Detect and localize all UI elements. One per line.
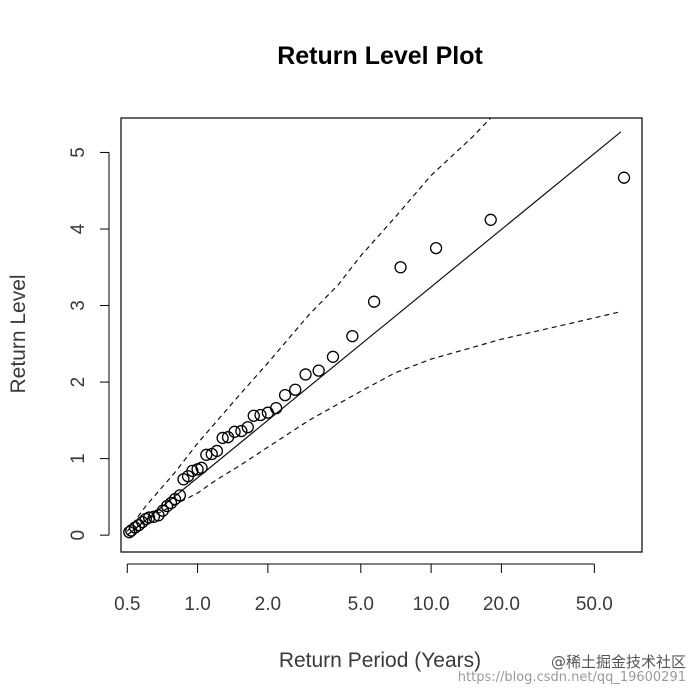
data-point <box>254 408 267 422</box>
y-tick-label: 4 <box>68 223 89 234</box>
data-point <box>200 448 213 461</box>
data-point <box>142 511 156 524</box>
chart-title: Return Level Plot <box>277 42 483 70</box>
data-point <box>210 444 224 458</box>
x-axis-label: Return Period (Years) <box>279 649 481 672</box>
lower-ci-line <box>126 311 622 536</box>
y-tick-label: 3 <box>68 300 89 311</box>
x-tick-label: 50.0 <box>576 594 613 615</box>
plot-frame <box>120 117 643 553</box>
data-point <box>228 425 241 438</box>
x-tick-label: 0.5 <box>114 594 140 615</box>
y-tick-label: 1 <box>68 453 89 464</box>
lines-layer <box>126 117 622 536</box>
data-point <box>484 213 497 226</box>
data-point <box>216 431 229 445</box>
x-tick-label: 2.0 <box>255 594 281 615</box>
fit-line <box>126 131 622 536</box>
data-point <box>326 350 340 363</box>
data-point <box>195 461 208 474</box>
data-point <box>156 504 169 517</box>
x-tick-label: 20.0 <box>483 594 520 615</box>
data-point <box>241 421 254 434</box>
data-point <box>346 329 359 343</box>
data-point <box>299 368 312 381</box>
data-point <box>235 424 248 438</box>
data-point <box>289 383 302 396</box>
data-point <box>312 364 325 377</box>
data-point <box>367 295 381 308</box>
data-point <box>136 516 149 529</box>
x-axis: 0.5 1.0 2.0 5.0 10.0 20.0 50.0 <box>114 563 613 615</box>
data-point <box>278 388 292 402</box>
x-tick-label: 10.0 <box>413 594 450 615</box>
data-point <box>394 261 407 274</box>
x-tick-label: 1.0 <box>184 594 210 615</box>
data-point <box>173 489 187 502</box>
watermark-handle: @稀土掘金技术社区 <box>551 653 686 671</box>
data-point <box>152 509 165 522</box>
data-point <box>247 409 260 422</box>
y-tick-label: 0 <box>68 530 89 541</box>
data-point <box>160 499 174 513</box>
watermark-url: https://blog.csdn.net/qq_19600291 <box>458 670 686 685</box>
points-layer <box>123 171 631 539</box>
data-point <box>429 241 443 255</box>
data-point <box>261 406 275 419</box>
y-tick-label: 5 <box>68 147 89 158</box>
y-axis-label: Return Level <box>7 274 30 393</box>
upper-ci-line <box>126 117 492 532</box>
data-point <box>132 519 145 532</box>
data-point <box>186 464 199 478</box>
data-point <box>269 401 283 415</box>
x-tick-label: 5.0 <box>348 594 374 615</box>
data-point <box>617 171 631 184</box>
y-tick-label: 2 <box>68 377 89 388</box>
y-axis: 0 1 2 3 4 5 <box>68 147 110 541</box>
data-point <box>164 496 178 510</box>
